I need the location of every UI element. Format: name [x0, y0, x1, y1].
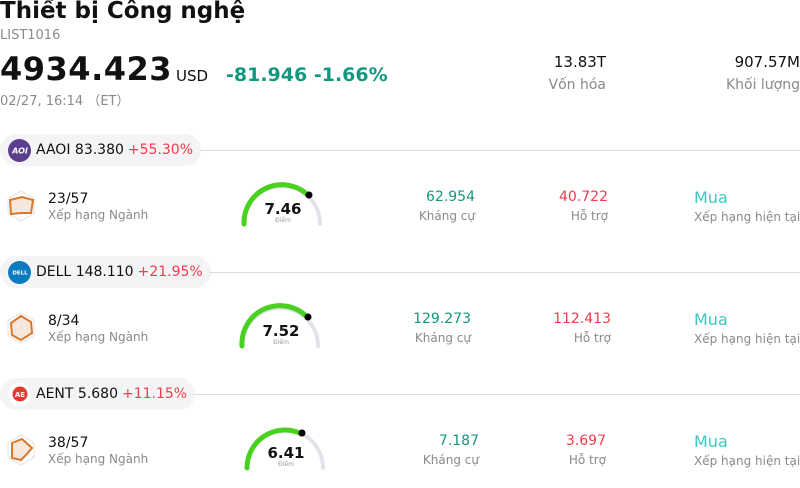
stock-chip-aaoi[interactable]: AOI AAOI 83.380 +55.30%	[0, 134, 202, 166]
stock-change: +21.95%	[137, 264, 203, 280]
stock-chip-aent[interactable]: AE AENT 5.680 +11.15%	[0, 378, 196, 410]
stock-price: 5.680	[77, 386, 118, 402]
stock-price: 148.110	[75, 264, 134, 280]
volume-value: 907.57M	[734, 53, 800, 71]
stock-chip-dell[interactable]: DELL DELL 148.110 +21.95%	[0, 256, 211, 288]
svg-text:AE: AE	[14, 391, 24, 399]
ticker: AENT	[36, 386, 74, 402]
industry-rank-radar-icon	[6, 312, 36, 344]
stock-change: +55.30%	[127, 142, 194, 158]
current-rating: Mua	[694, 432, 728, 451]
divider	[209, 272, 800, 273]
score-gauge	[238, 180, 328, 228]
score-label: Điểm	[275, 217, 291, 224]
support-value: 3.697	[565, 433, 606, 449]
index-price: 4934.423	[0, 50, 173, 88]
score-label: Điểm	[273, 339, 289, 346]
current-rating-label: Xếp hạng hiện tại	[694, 210, 800, 224]
industry-rank-label: Xếp hạng Ngành	[48, 452, 149, 466]
industry-rank: 23/57	[48, 191, 89, 207]
score-value: 7.52	[262, 322, 300, 340]
resistance-label: Kháng cự	[422, 453, 479, 467]
market-cap-label: Vốn hóa	[548, 77, 606, 93]
volume-label: Khối lượng	[725, 77, 800, 93]
price-change: -81.946 -1.66%	[226, 64, 388, 86]
svg-text:AOI: AOI	[12, 147, 28, 156]
change-percent: -1.66%	[313, 64, 388, 86]
resistance-value: 7.187	[438, 433, 479, 449]
resistance-value: 62.954	[426, 189, 475, 205]
current-rating: Mua	[694, 188, 728, 207]
score-value: 6.41	[267, 444, 305, 462]
industry-rank-radar-icon	[6, 190, 36, 222]
aent-logo-icon: AE	[8, 382, 31, 406]
resistance-label: Kháng cự	[414, 331, 471, 345]
support-value: 40.722	[559, 189, 608, 205]
market-cap-value: 13.83T	[553, 53, 606, 71]
divider	[200, 150, 800, 151]
industry-rank-label: Xếp hạng Ngành	[48, 208, 149, 222]
resistance-value: 129.273	[413, 311, 471, 327]
industry-rank-radar-icon	[6, 434, 36, 466]
stock-change: +11.15%	[122, 386, 188, 402]
score-value: 7.46	[264, 200, 302, 218]
page-title: Thiết bị Công nghệ	[0, 0, 246, 24]
current-rating: Mua	[694, 310, 728, 329]
support-label: Hỗ trợ	[568, 453, 606, 467]
currency-label: USD	[176, 67, 209, 85]
resistance-label: Kháng cự	[418, 209, 475, 223]
score-label: Điểm	[278, 461, 294, 468]
svg-text:DELL: DELL	[12, 271, 28, 277]
timestamp: 02/27, 16:14 （ET）	[0, 94, 130, 109]
aaoi-logo-icon: AOI	[8, 138, 31, 162]
dell-logo-icon: DELL	[8, 260, 31, 284]
support-label: Hỗ trợ	[573, 331, 611, 345]
ticker: AAOI	[36, 142, 71, 158]
industry-rank: 38/57	[48, 435, 89, 451]
industry-rank-label: Xếp hạng Ngành	[48, 330, 149, 344]
current-rating-label: Xếp hạng hiện tại	[694, 454, 800, 468]
change-value: -81.946	[226, 64, 308, 86]
support-label: Hỗ trợ	[570, 209, 608, 223]
ticker: DELL	[36, 264, 72, 280]
index-code: LIST1016	[0, 28, 61, 43]
current-rating-label: Xếp hạng hiện tại	[694, 332, 800, 346]
support-value: 112.413	[553, 311, 611, 327]
divider	[193, 394, 800, 395]
score-gauge	[236, 302, 326, 350]
stock-price: 83.380	[74, 142, 124, 158]
industry-rank: 8/34	[48, 313, 80, 329]
score-gauge	[241, 424, 331, 472]
